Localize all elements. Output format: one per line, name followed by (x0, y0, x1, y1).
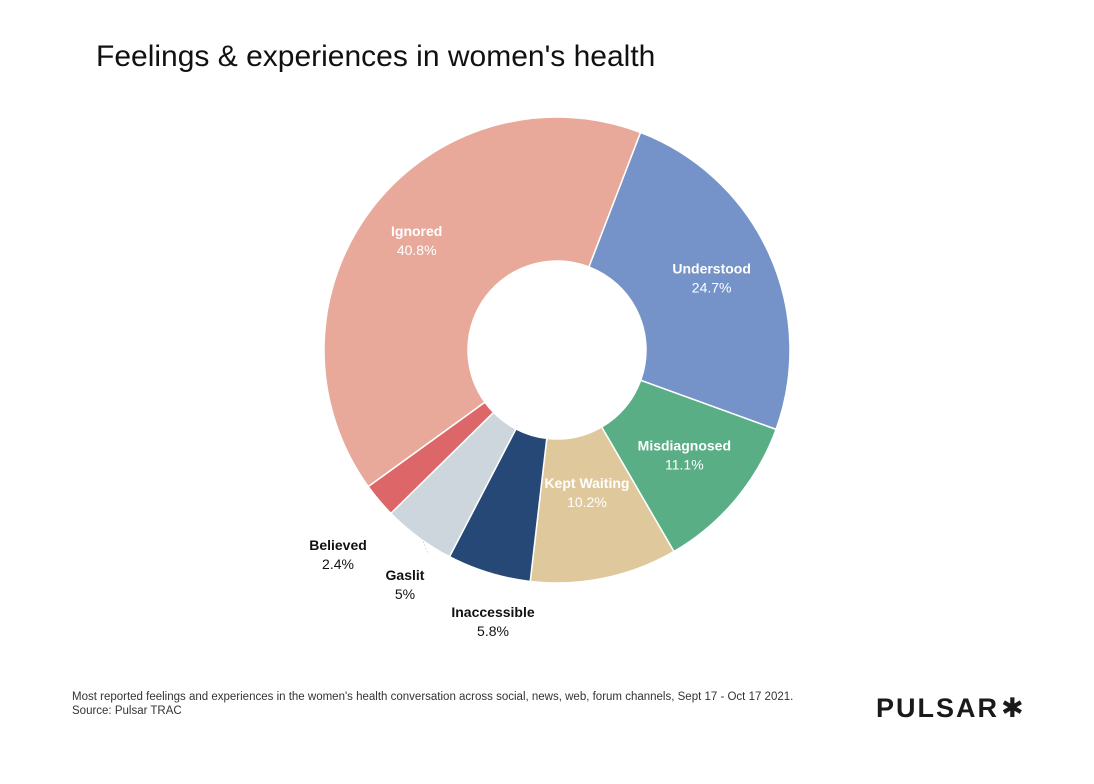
label-name-understood: Understood (672, 260, 751, 276)
label-gaslit: Gaslit 5% (386, 567, 425, 602)
footnote-description: Most reported feelings and experiences i… (72, 691, 794, 703)
chart-title: Feelings & experiences in women's health (96, 40, 656, 73)
label-inaccessible: Inaccessible 5.8% (451, 604, 534, 639)
slice-understood (587, 131, 791, 431)
leader-lines (380, 498, 502, 576)
label-value-inaccessible: 5.8% (477, 623, 509, 639)
label-ignored: Ignored 40.8% (391, 223, 442, 258)
label-kept-waiting: Kept Waiting 10.2% (544, 475, 629, 510)
footnote: Most reported feelings and experiences i… (72, 690, 793, 718)
label-understood: Understood 24.7% (672, 260, 751, 295)
slice-labels: Understood 24.7% Misdiagnosed 11.1% Kept Wai… (309, 223, 751, 639)
label-value-believed: 2.4% (322, 556, 354, 572)
label-name-ignored: Ignored (391, 223, 442, 239)
label-name-gaslit: Gaslit (386, 567, 425, 583)
label-misdiagnosed: Misdiagnosed 11.1% (638, 437, 731, 472)
donut-chart: Understood 24.7% Misdiagnosed 11.1% Kept Wai… (309, 116, 791, 639)
label-name-believed: Believed (309, 537, 367, 553)
label-value-gaslit: 5% (395, 586, 415, 602)
label-name-misdiagnosed: Misdiagnosed (638, 437, 731, 453)
donut-slices (323, 116, 791, 584)
label-value-misdiagnosed: 11.1% (665, 456, 704, 472)
label-value-ignored: 40.8% (397, 242, 437, 258)
leader-line-believed (380, 498, 386, 506)
pulsar-logo: PULSAR✱ (876, 693, 1026, 724)
logo-wordmark: PULSAR (876, 693, 1000, 723)
label-believed: Believed 2.4% (309, 537, 367, 572)
slice-ignored (323, 116, 642, 488)
asterisk-icon: ✱ (1001, 693, 1026, 723)
label-name-kept-waiting: Kept Waiting (544, 475, 629, 491)
footnote-source: Source: Pulsar TRAC (72, 705, 182, 717)
label-value-kept-waiting: 10.2% (567, 494, 607, 510)
slice-misdiagnosed (600, 379, 778, 553)
label-value-understood: 24.7% (692, 279, 732, 295)
label-name-inaccessible: Inaccessible (451, 604, 534, 620)
